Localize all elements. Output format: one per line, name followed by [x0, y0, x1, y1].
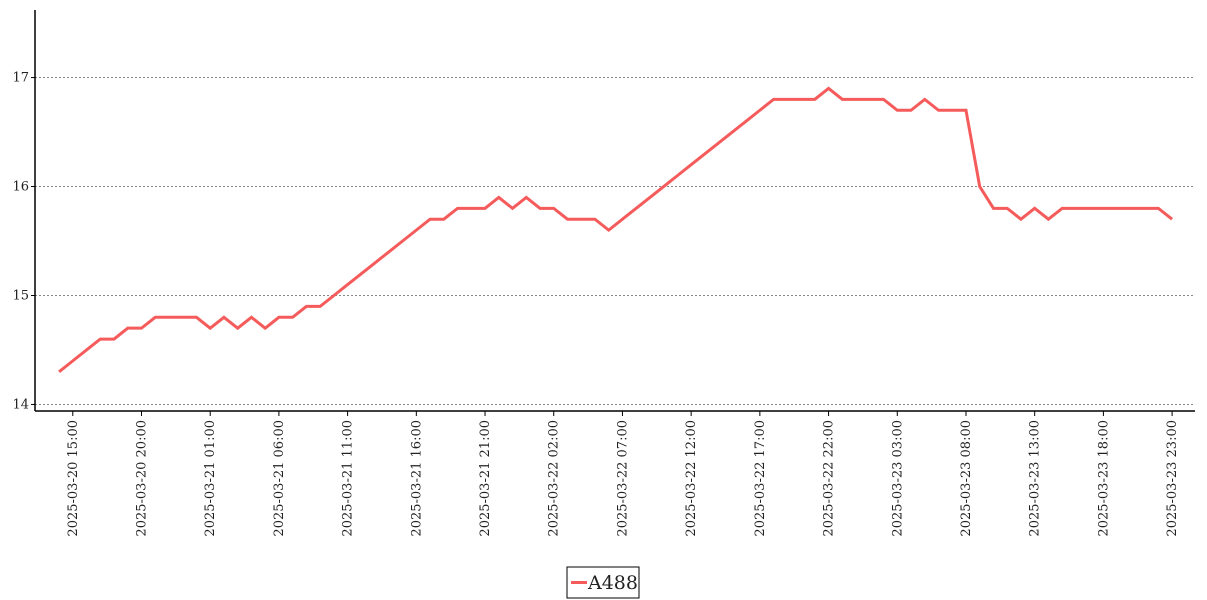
- legend: A488: [566, 566, 640, 599]
- data-line: [58, 86, 1174, 373]
- x-tick-label: 2025-03-20 20:00: [134, 420, 149, 537]
- x-tick-label: 2025-03-21 11:00: [341, 420, 356, 537]
- x-tick-label: 2025-03-22 07:00: [615, 420, 630, 537]
- x-tick-label: 2025-03-21 16:00: [409, 420, 424, 537]
- x-tick-label: 2025-03-21 06:00: [272, 420, 287, 537]
- y-tick-label: 15: [12, 288, 29, 303]
- x-tick-label: 2025-03-20 15:00: [66, 420, 81, 537]
- y-tick-label: 16: [12, 180, 29, 195]
- x-tick-label: 2025-03-23 18:00: [1096, 420, 1111, 537]
- x-tick-label: 2025-03-23 13:00: [1028, 420, 1043, 537]
- x-tick-label: 2025-03-22 22:00: [822, 420, 837, 537]
- x-tick-label: 2025-03-22 17:00: [753, 420, 768, 537]
- x-tick-label: 2025-03-22 12:00: [684, 420, 699, 537]
- x-tick-label: 2025-03-23 23:00: [1165, 420, 1180, 537]
- legend-label: A488: [587, 572, 638, 594]
- y-tick-label: 17: [12, 71, 29, 86]
- x-tick-label: 2025-03-21 01:00: [203, 420, 218, 537]
- y-tick-label: 14: [12, 397, 29, 412]
- x-tick-label: 2025-03-22 02:00: [547, 420, 562, 537]
- x-tick-label: 2025-03-21 21:00: [478, 420, 493, 537]
- x-tick-label: 2025-03-23 03:00: [890, 420, 905, 537]
- x-tick-label: 2025-03-23 08:00: [959, 420, 974, 537]
